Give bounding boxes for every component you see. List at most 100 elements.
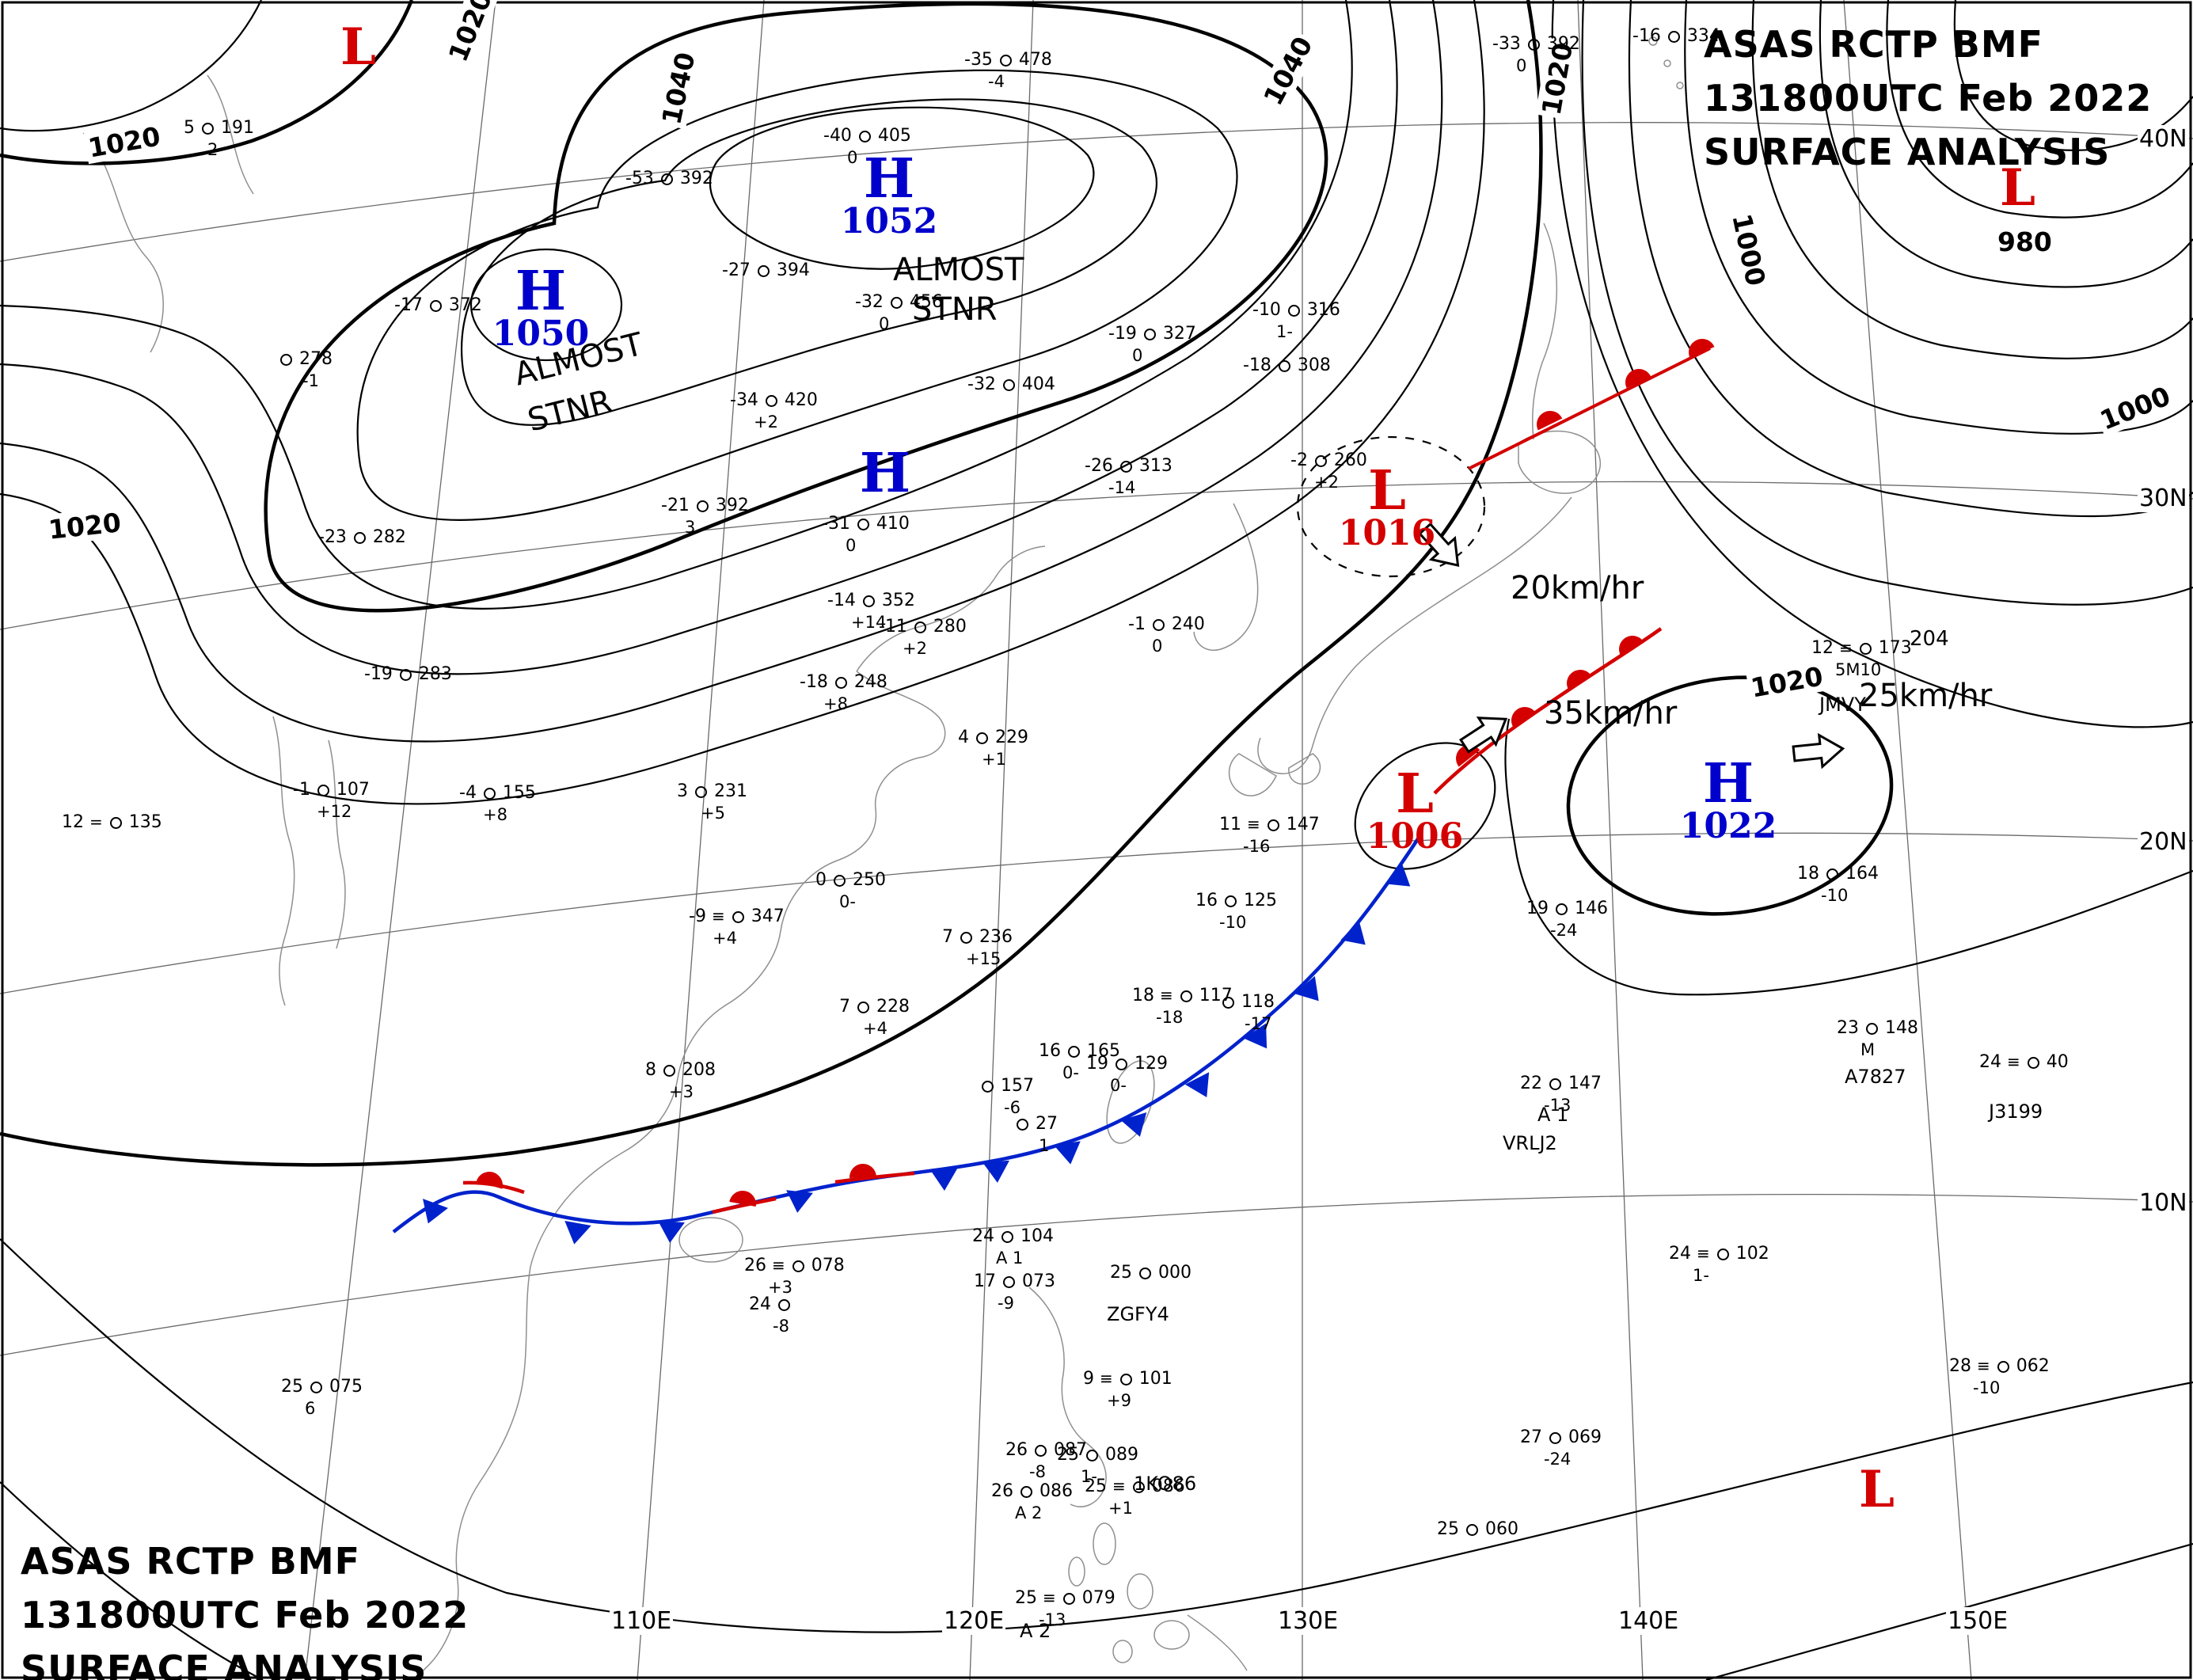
cold-front-triangle-icon <box>1243 1023 1268 1049</box>
station-circle-icon <box>483 787 496 800</box>
station-plot: 27 069 -24 <box>1520 1427 1602 1469</box>
station-plot: -14 352 +14 <box>827 591 915 632</box>
cold-front-triangles <box>423 862 1411 1245</box>
station-plot: 26 087 -8 <box>1005 1440 1087 1481</box>
weather-symbol: ≡ <box>1839 638 1853 657</box>
station-plot: 19 129 0- <box>1086 1054 1168 1095</box>
station-tendency: +15 <box>966 948 1001 968</box>
station-circle-icon <box>1068 1045 1080 1058</box>
station-tendency: +3 <box>768 1277 792 1297</box>
station-circle-icon <box>1278 359 1290 372</box>
station-plot: 25 089 1- <box>1057 1445 1138 1486</box>
annotation: A 1 <box>1537 1104 1569 1126</box>
isobar-path <box>1819 0 2193 288</box>
station-tendency: 3 <box>685 517 696 537</box>
longitude-label: 140E <box>1617 1607 1681 1635</box>
movement-arrows <box>1418 522 1845 770</box>
pressure-center: H 1052 <box>841 152 937 240</box>
station-plot: -31 410 0 <box>822 514 910 555</box>
coastline-path <box>1228 753 1277 796</box>
station-plot: -1 107 +12 <box>293 780 370 821</box>
station-tendency: 0 <box>1132 345 1143 365</box>
island <box>1154 1620 1190 1650</box>
annotation: ALMOST <box>893 252 1024 288</box>
station-plot: -53 392 <box>625 169 713 188</box>
station-plot: -33 392 0 <box>1492 34 1580 75</box>
isobar-path <box>1581 0 2193 606</box>
station-circle-icon <box>1002 378 1015 391</box>
low-1016-dashed-ring <box>1296 435 1486 578</box>
isobar-path <box>1886 0 2193 219</box>
station-plot: 5 191 2 <box>184 118 254 159</box>
station-circle-icon <box>1549 1078 1561 1090</box>
movement-arrow-icon <box>1792 732 1845 770</box>
station-circle-icon <box>1086 1449 1098 1461</box>
station-circle-icon <box>890 296 903 309</box>
coastline-path <box>1288 753 1321 785</box>
station-plot: 11 ≡ 147 -16 <box>1219 815 1320 856</box>
station-tendency: 1- <box>1081 1466 1097 1486</box>
front-speed-label: 35km/hr <box>1544 695 1678 732</box>
low-symbol: L <box>1368 459 1406 523</box>
station-circle-icon <box>982 1080 994 1093</box>
cold-front-triangle-icon <box>1340 920 1366 945</box>
stationary-front-scallops <box>476 1164 876 1207</box>
station-circle-icon <box>1119 460 1132 473</box>
station-tendency: -24 <box>1550 920 1578 940</box>
isobar-path <box>0 0 1398 675</box>
station-circle-icon <box>858 130 871 143</box>
warm-front-scallop-icon <box>1537 411 1563 431</box>
station-plot: -27 394 <box>722 260 810 280</box>
cold-front-triangle-icon <box>1120 1112 1147 1137</box>
station-circle-icon <box>1119 1373 1132 1385</box>
station-tendency: -13 <box>1544 1095 1572 1115</box>
warm-front-scallop-icon <box>1625 369 1651 389</box>
station-plot: -18 308 <box>1243 355 1331 375</box>
station-plot: 157 -6 <box>980 1075 1034 1118</box>
station-tendency: 0- <box>1110 1075 1127 1095</box>
weather-symbol: ≡ <box>1112 1477 1126 1496</box>
station-tendency: +9 <box>1107 1390 1131 1410</box>
station-circle-icon <box>862 595 875 607</box>
isobar-ring-1052 <box>709 106 1095 270</box>
island <box>1068 1556 1085 1587</box>
movement-arrow-icon <box>1418 522 1460 567</box>
isobar-ring-1040 <box>264 2 1328 613</box>
isobar-path-1020 <box>0 0 414 165</box>
warm-front-scallop-icon <box>1689 339 1715 358</box>
station-circle-icon <box>353 531 366 544</box>
station-plot: 24 -8 <box>749 1294 792 1336</box>
taiwan-coast <box>1106 1060 1155 1144</box>
station-plot: -18 248 +8 <box>800 672 887 713</box>
station-tendency: A 1 <box>996 1248 1024 1268</box>
annotation: STNR <box>912 291 998 328</box>
station-plot: 7 228 +4 <box>839 997 910 1038</box>
station-plot: -19 283 <box>364 664 452 684</box>
station-tendency: -8 <box>773 1316 789 1336</box>
station-id: ZGFY4 <box>1107 1303 1169 1325</box>
station-circle-icon <box>399 668 412 681</box>
station-circle-icon <box>960 931 972 944</box>
station-plot: 18 164 -10 <box>1797 864 1879 905</box>
isobar-path <box>0 0 1353 610</box>
station-tendency: 0- <box>839 891 856 911</box>
station-circle-icon <box>280 353 292 366</box>
station-plot: 26 ≡ 078 +3 <box>744 1256 845 1297</box>
pressure-center: L 1016 <box>1339 459 1435 552</box>
fronts <box>392 339 1715 1245</box>
high-symbol: H <box>1702 752 1754 815</box>
station-tendency: 2 <box>207 139 219 159</box>
weather-symbol: ≡ <box>1043 1588 1056 1607</box>
station-circle-icon <box>695 785 707 798</box>
coastline-path <box>856 545 1046 672</box>
longitude-label: 110E <box>610 1607 674 1635</box>
cold-front-triangle-icon <box>423 1199 448 1224</box>
station-plot: 24 ≡ 102 1- <box>1669 1244 1769 1285</box>
longitude-label: 150E <box>1946 1607 2010 1635</box>
station-circle-icon <box>1152 618 1165 631</box>
station-circle-icon <box>834 874 846 887</box>
island <box>1112 1640 1133 1663</box>
